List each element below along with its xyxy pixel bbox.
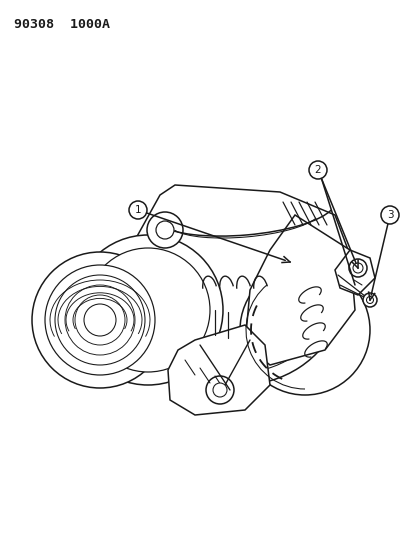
Circle shape: [380, 206, 398, 224]
Circle shape: [212, 383, 226, 397]
Circle shape: [308, 161, 326, 179]
Circle shape: [84, 304, 116, 336]
Text: 90308  1000A: 90308 1000A: [14, 18, 110, 31]
Circle shape: [206, 376, 233, 404]
Circle shape: [348, 259, 366, 277]
Text: 1: 1: [134, 205, 141, 215]
Circle shape: [55, 275, 145, 365]
Polygon shape: [168, 325, 269, 415]
Circle shape: [362, 293, 376, 307]
Text: 2: 2: [314, 165, 320, 175]
Circle shape: [86, 248, 209, 372]
Polygon shape: [244, 215, 354, 365]
Text: 3: 3: [386, 210, 392, 220]
Circle shape: [147, 212, 183, 248]
Circle shape: [240, 265, 369, 395]
Polygon shape: [334, 250, 374, 295]
Circle shape: [75, 295, 125, 345]
Circle shape: [73, 235, 223, 385]
Circle shape: [129, 201, 147, 219]
Circle shape: [45, 265, 154, 375]
Circle shape: [352, 263, 362, 273]
Polygon shape: [125, 185, 349, 375]
Circle shape: [366, 296, 373, 303]
Circle shape: [65, 285, 135, 355]
Circle shape: [156, 221, 173, 239]
Circle shape: [32, 252, 168, 388]
